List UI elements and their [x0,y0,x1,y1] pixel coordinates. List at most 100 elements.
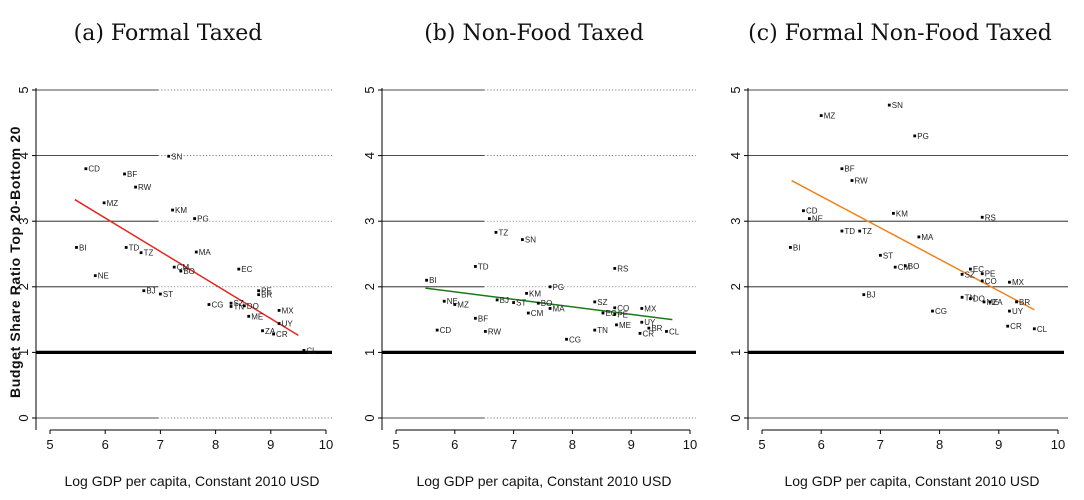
point-label: EC [241,265,252,274]
y-tick-label: 1 [362,349,377,356]
point-label: CR [276,330,288,339]
point-label: PE [985,270,996,279]
point-label: RW [488,327,502,336]
x-tick-label: 7 [157,437,164,452]
point-label: KM [896,209,908,218]
data-point [536,301,540,305]
point-label: MA [199,248,212,257]
fit-line [74,198,299,336]
x-tick-label: 7 [877,437,884,452]
panel-a: (a) Formal Taxed 0 1 2 3 4 5 5 6 7 8 9 10 Log GDP per… [16,21,333,489]
point-label: CG [211,301,223,310]
point-label: TD [844,227,855,236]
data-point [494,230,498,234]
data-point [194,250,198,254]
y-tick-label: 5 [728,86,743,93]
data-point [879,253,882,257]
data-point [207,303,211,306]
data-point [525,291,528,295]
data-point [819,114,823,117]
data-point [968,267,972,271]
data-point [124,246,128,249]
y-axis-label: Budget Share Ratio Top 20-Bottom 20 [7,126,23,398]
point-label: SZ [234,299,244,308]
data-point [302,349,306,352]
point-label: CD [440,326,452,335]
point-label: CL [306,346,317,355]
point-label: CM [177,263,190,272]
point-label: NE [447,297,458,306]
panel-c: (c) Formal Non-Food Taxed 0 1 2 3 4 5 5 6 7 8 9 10 Lo… [728,21,1068,489]
data-point [172,265,176,269]
data-point [980,272,984,276]
point-label: PG [197,215,209,224]
point-label: ST [516,299,526,308]
point-label: TN [234,302,245,311]
point-label: MZ [107,199,119,208]
point-label: PE [617,310,628,319]
data-point [435,328,439,332]
point-label: BI [429,276,437,285]
panel-title: (c) Formal Non-Food Taxed [748,21,1052,46]
data-point [1008,309,1011,313]
point-label: TD [478,262,489,271]
y-tick-label: 1 [728,349,743,356]
panel-title: (a) Formal Taxed [74,21,263,46]
data-point [789,246,792,249]
point-label: BI [793,243,801,252]
point-label: KM [175,206,187,215]
data-point [123,172,126,176]
data-point [134,185,137,189]
data-point [272,332,275,336]
point-label: CL [1037,325,1048,334]
data-point [850,179,854,182]
data-point [862,293,866,297]
point-label: SN [171,152,182,161]
data-point [257,289,261,293]
data-point [229,305,233,308]
data-point [640,320,644,324]
data-point [1008,280,1011,284]
fit-line [425,287,673,321]
point-label: KM [529,289,541,298]
point-label: RW [138,183,152,192]
point-label: DO [247,302,259,311]
data-point [261,329,264,333]
data-point [1006,324,1010,328]
point-label: ZA [265,327,276,336]
point-label: ST [163,290,173,299]
data-point [473,265,477,268]
data-point [167,154,171,158]
point-label: EC [973,265,984,274]
point-label: CD [806,207,818,216]
data-point [521,238,524,241]
data-point [893,265,897,269]
y-tick-label: 2 [16,283,31,290]
x-tick-label: 6 [818,437,825,452]
x-tick-label: 6 [102,437,109,452]
data-point [807,217,811,220]
y-tick-label: 0 [362,414,377,421]
point-label: CG [935,307,947,316]
data-point [638,331,642,335]
point-label: ZA [992,298,1003,307]
data-point [453,303,457,306]
y-tick-label: 3 [16,218,31,225]
point-label: CD [88,165,100,174]
data-point [892,211,895,215]
data-point [665,330,668,333]
point-label: EC [605,309,616,318]
y-tick-label: 3 [362,218,377,225]
point-label: BF [478,314,488,323]
point-label: MA [921,233,934,242]
x-axis-label: Log GDP per capita, Constant 2010 USD [416,473,671,489]
point-label: TZ [144,249,154,258]
fit-line [791,179,1035,311]
data-point [613,267,617,270]
point-label: ME [251,312,263,321]
data-point [102,201,106,205]
data-point [1032,327,1036,331]
x-tick-label: 7 [510,437,517,452]
x-tick-label: 8 [936,437,943,452]
point-label: MX [644,304,657,313]
